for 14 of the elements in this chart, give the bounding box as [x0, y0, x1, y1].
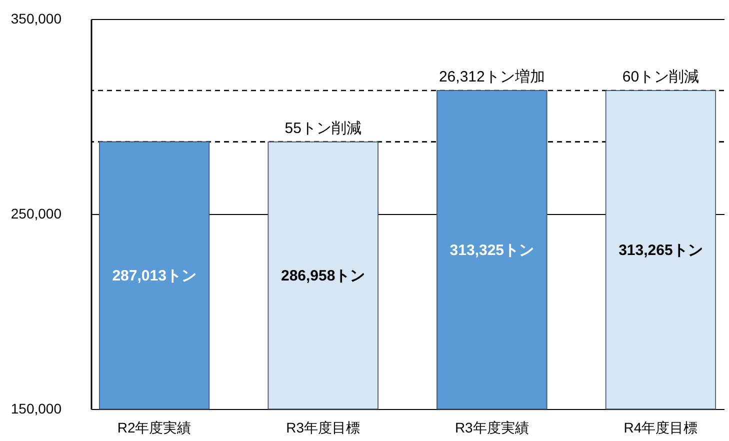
x-tick-label: R3年度目標	[286, 420, 360, 436]
data-label: 313,265トン	[618, 242, 703, 259]
x-tick-label: R2年度実績	[117, 420, 192, 436]
annotation: 55トン削減	[284, 120, 362, 137]
y-tick-label: 150,000	[10, 400, 62, 416]
data-label: 287,013トン	[112, 267, 196, 284]
annotation: 60トン削減	[622, 68, 700, 86]
y-tick-label: 350,000	[10, 10, 62, 26]
y-tick-label: 250,000	[10, 206, 62, 222]
x-tick-label: R3年度実績	[454, 420, 529, 436]
x-tick-label: R4年度目標	[624, 420, 698, 436]
data-label: 286,958トン	[280, 267, 366, 284]
data-label: 313,325トン	[450, 242, 534, 259]
annotation: 26,312トン増加	[438, 68, 545, 86]
